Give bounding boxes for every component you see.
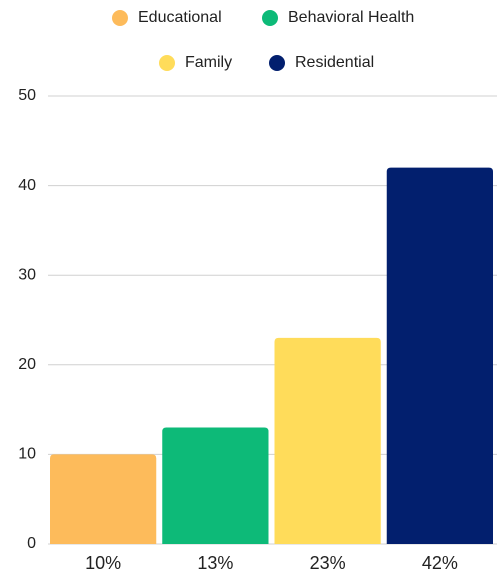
value-label: 13% [197,553,233,573]
legend-label: Family [185,54,232,71]
legend-swatch [269,55,285,71]
legend-label: Residential [295,54,374,71]
value-label: 42% [422,553,458,573]
y-tick-label: 30 [18,266,36,283]
legend-swatch [112,10,128,26]
y-tick-label: 50 [18,87,36,104]
legend-swatch [262,10,278,26]
bar [50,454,157,544]
legend-swatch [159,55,175,71]
bar [274,337,381,544]
y-tick-label: 20 [18,356,36,373]
value-label: 23% [310,553,346,573]
bar [386,167,493,544]
y-tick-label: 40 [18,177,36,194]
y-tick-label: 0 [27,535,36,552]
legend-label: Behavioral Health [288,9,414,26]
y-tick-label: 10 [18,446,36,463]
value-label: 10% [85,553,121,573]
bar [162,427,269,544]
legend-label: Educational [138,9,222,26]
